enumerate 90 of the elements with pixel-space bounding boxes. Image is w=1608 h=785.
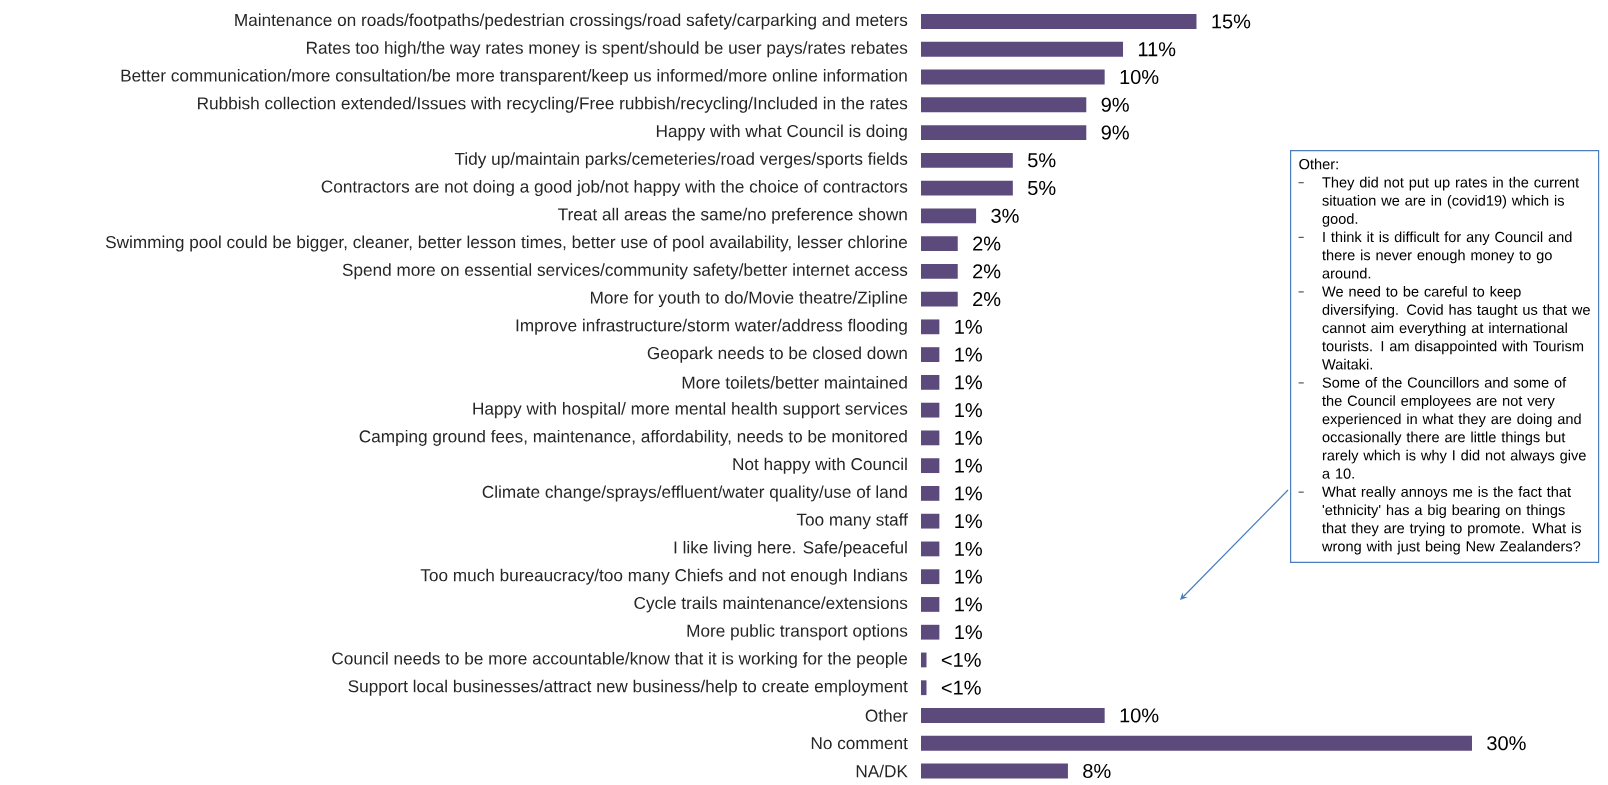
y-tick-label: Spend more on essential services/community safety/better internet access <box>342 263 908 280</box>
bar <box>921 652 927 668</box>
bar <box>921 14 1197 29</box>
annotation: They did not put up rates in the current situation we are in (covid19) which is good. <box>1322 176 1580 227</box>
data-label: 1% <box>955 514 982 529</box>
y-tick-label: I like living here. Safe/peaceful <box>674 540 907 558</box>
bar <box>921 97 1087 113</box>
y-tick-label: Tidy up/maintain parks/cemeteries/road verges/sports fields <box>454 152 908 169</box>
y-tick-label: Support local businesses/attract new business/help to create employment <box>348 679 908 696</box>
data-label: 15% <box>1212 14 1251 29</box>
bar <box>921 319 940 335</box>
bar <box>921 513 940 529</box>
data-label: 1% <box>955 569 982 584</box>
bar <box>921 708 1105 723</box>
y-tick-label: More toilets/better maintained <box>682 376 907 389</box>
data-label: 1% <box>955 319 982 334</box>
data-label: 10% <box>1120 70 1159 85</box>
y-tick-label: No comment <box>811 737 908 750</box>
bar <box>921 291 958 307</box>
y-tick-label: Happy with what Council is doing <box>656 124 907 141</box>
bar <box>921 541 940 557</box>
data-label: 2% <box>973 264 1001 279</box>
data-label: 1% <box>955 458 982 473</box>
data-label: 9% <box>1101 97 1129 112</box>
data-label: 10% <box>1120 708 1159 723</box>
bar <box>921 458 940 474</box>
bar <box>921 569 940 585</box>
y-tick-label: More public transport options <box>687 624 908 641</box>
y-tick-label: Happy with hospital/ more mental health support services <box>473 402 908 419</box>
y-tick-label: Contractors are not doing a good job/not happy with the choice of contractors <box>321 180 908 197</box>
y-tick-label: Geopark needs to be closed down <box>647 346 907 363</box>
y-tick-label: Maintenance on roads/footpaths/pedestrian crossings/road safety/carparking and meters <box>235 13 908 30</box>
data-label: <1% <box>941 653 981 668</box>
data-label: 1% <box>955 347 982 362</box>
y-tick-label: Other <box>865 709 908 722</box>
annotation: We need to be careful to keep diversifying. Covid has taught us that we cannot aim everything at international tourists. I am disappointed with Tourism Waitaki. <box>1322 286 1590 370</box>
data-label: 30% <box>1487 736 1526 751</box>
y-tick-label: Not happy with Council <box>733 457 907 474</box>
y-tick-label: Better communication/more consultation/be more transparent/keep us informed/more online information <box>121 69 907 86</box>
data-label: 2% <box>973 236 1001 251</box>
bar <box>921 236 958 252</box>
data-label: 1% <box>955 403 982 418</box>
data-label: 1% <box>955 430 982 445</box>
data-label: 1% <box>955 486 982 501</box>
bar <box>921 763 1068 779</box>
bar <box>921 430 940 446</box>
y-tick-label: Rates too high/the way rates money is spent/should be user pays/rates rebates <box>307 41 908 58</box>
bar <box>921 680 927 696</box>
bar <box>921 735 1472 751</box>
bar <box>921 152 1013 168</box>
y-tick-label: Camping ground fees, maintenance, affordability, needs to be monitored <box>359 429 907 446</box>
annotation: Other: <box>1299 158 1338 170</box>
data-label: 1% <box>955 541 982 556</box>
y-tick-label: Too many staff <box>796 513 908 530</box>
y-tick-label: Treat all areas the same/no preference shown <box>558 207 907 224</box>
bar <box>921 69 1105 85</box>
bar <box>921 263 958 279</box>
y-tick-label: Too much bureaucracy/too many Chiefs and not enough Indians <box>420 568 908 585</box>
data-label: 2% <box>973 292 1001 307</box>
bar <box>921 180 1013 196</box>
annotation: I think it is difficult for any Council and there is never enough money to go around. <box>1322 231 1572 279</box>
bar <box>921 486 940 501</box>
bar <box>921 375 940 390</box>
y-tick-label: Rubbish collection extended/Issues with recycling/Free rubbish/recycling/Included in the rates <box>198 96 908 113</box>
data-label: 1% <box>955 597 982 612</box>
data-label: <1% <box>941 680 981 695</box>
bar <box>921 624 940 640</box>
data-label: 9% <box>1101 125 1129 140</box>
y-tick-label: Climate change/sprays/effluent/water quality/use of land <box>482 485 907 502</box>
data-label: 5% <box>1028 181 1056 196</box>
y-tick-label: Swimming pool could be bigger, cleaner, better lesson times, better use of pool availability, lesser chlorine <box>105 235 907 252</box>
data-label: 11% <box>1138 42 1176 57</box>
bar <box>921 208 977 224</box>
y-tick-label: Improve infrastructure/storm water/address flooding <box>516 318 907 335</box>
data-label: 8% <box>1083 763 1111 779</box>
data-label: 1% <box>955 625 982 640</box>
data-label: 3% <box>991 208 1019 223</box>
bar <box>921 347 940 363</box>
y-tick-label: NA/DK <box>856 764 908 778</box>
y-tick-label: More for youth to do/Movie theatre/Zipline <box>590 291 908 308</box>
y-tick-label: Council needs to be more accountable/know that it is working for the people <box>332 652 908 669</box>
data-label: 1% <box>955 375 982 390</box>
annotation: Some of the Councillors and some of the Council employees are not very experienced in what they are doing and occasionally there are little things but rarely which is why I did not always give a 10. <box>1322 377 1586 479</box>
y-tick-label: Cycle trails maintenance/extensions <box>634 596 908 613</box>
bar <box>921 125 1087 140</box>
data-label: 5% <box>1028 153 1056 168</box>
annotation: What really annoys me is the fact that 'ethnicity' has a big bearing on things that they are trying to promote. What is wrong with just being New Zealanders? <box>1321 486 1582 555</box>
bar <box>921 597 940 612</box>
bar <box>921 402 940 418</box>
bar <box>921 41 1124 57</box>
